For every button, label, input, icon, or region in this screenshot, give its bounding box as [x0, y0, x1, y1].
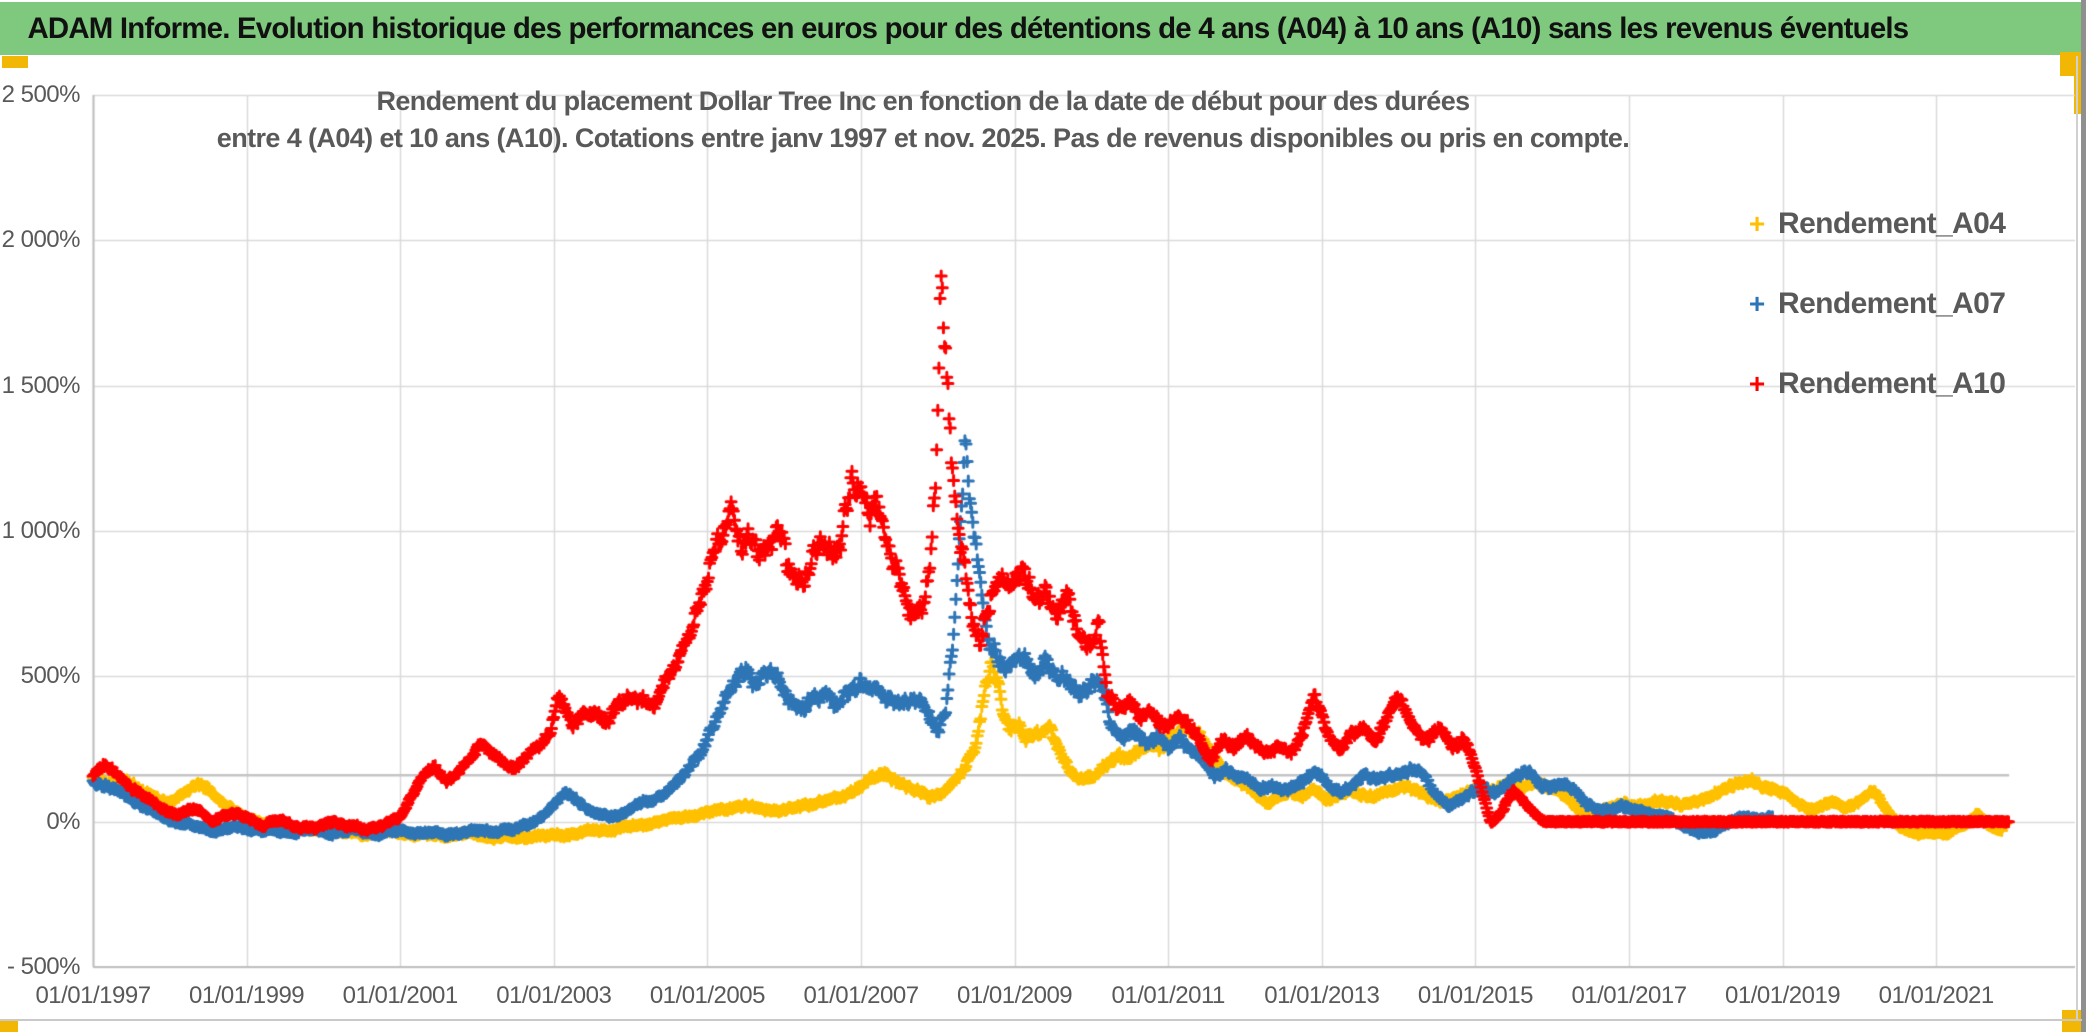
plus-icon: +: [1748, 368, 1766, 399]
chart-right-border: [2076, 56, 2078, 1020]
legend-label: Rendement_A04: [1778, 207, 2006, 240]
x-axis-label: 01/01/2009: [957, 982, 1073, 1009]
legend-item-rendement-a07[interactable]: + Rendement_A07: [1742, 284, 2006, 324]
x-axis-label: 01/01/2015: [1417, 982, 1534, 1009]
x-axis-label: 01/01/2017: [1571, 982, 1687, 1009]
x-axis-label: 01/01/2019: [1725, 982, 1841, 1009]
x-axis-label: 01/01/1997: [35, 982, 151, 1009]
chart-title-line2: entre 4 (A04) et 10 ans (A10). Cotations…: [216, 123, 1630, 153]
y-axis-label: 2 000%: [1, 226, 81, 254]
x-axis-label: 01/01/2021: [1878, 982, 1995, 1009]
y-axis-label: 1 500%: [1, 371, 81, 399]
y-axis-label: - 500%: [6, 953, 81, 980]
x-axis-label: 01/01/2005: [649, 982, 766, 1009]
x-axis-label: 01/01/2011: [1111, 982, 1226, 1009]
y-axis-label: 0%: [46, 807, 80, 835]
window-edge-strip[interactable]: [2081, 0, 2086, 1032]
plus-icon: +: [1748, 288, 1766, 319]
y-axis-label: 500%: [20, 662, 81, 690]
x-axis-label: 01/01/2001: [342, 982, 459, 1009]
chart-title-line1: Rendement du placement Dollar Tree Inc e…: [376, 86, 1470, 116]
legend-label: Rendement_A07: [1778, 287, 2006, 320]
y-axis-label: 2 500%: [1, 81, 81, 108]
legend-item-rendement-a04[interactable]: + Rendement_A04: [1742, 204, 2006, 244]
x-axis-label: 01/01/2007: [803, 982, 919, 1009]
y-axis-label: 1 000%: [1, 517, 81, 544]
bottom-divider: [0, 1019, 2082, 1021]
x-axis-label: 01/01/1999: [189, 982, 305, 1009]
legend-label: Rendement_A10: [1778, 367, 2006, 400]
plus-icon: +: [1748, 208, 1766, 239]
x-axis-label: 01/01/2003: [496, 982, 612, 1009]
legend-item-rendement-a10[interactable]: + Rendement_A10: [1742, 364, 2006, 404]
x-axis-label: 01/01/2013: [1264, 982, 1380, 1009]
